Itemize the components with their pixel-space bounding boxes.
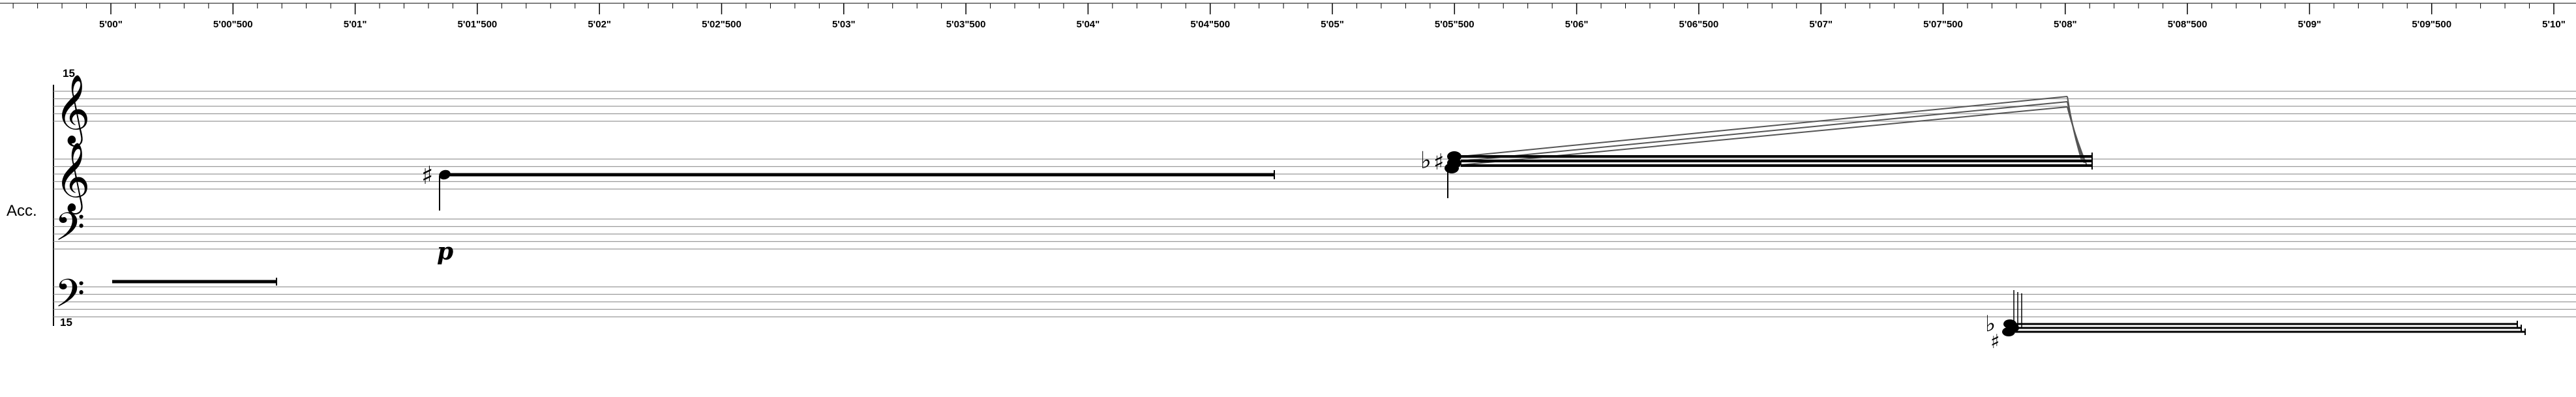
ruler-tick-label: 5'03" bbox=[832, 19, 856, 30]
ruler-tick-label: 5'05" bbox=[1321, 19, 1344, 30]
timeline-ruler: 5'00" 5'00"500 5'01" 5'01"500 5'02" 5'02"500 5… bbox=[0, 3, 2576, 30]
ruler-tick-label: 5'01"500 bbox=[458, 19, 498, 30]
ruler-tick-label: 5'01" bbox=[344, 19, 367, 30]
dynamic-p: p bbox=[437, 238, 453, 265]
ruler-tick-label: 5'06"500 bbox=[1679, 19, 1719, 30]
ruler-tick-label: 5'02" bbox=[588, 19, 611, 30]
ruler-tick-label: 5'06" bbox=[1565, 19, 1589, 30]
staff-1 bbox=[53, 91, 2576, 122]
sustain-line-0 bbox=[112, 278, 277, 286]
ruler-tick-label: 5'05"500 bbox=[1435, 19, 1475, 30]
glissando-lines bbox=[1460, 96, 2088, 166]
note-event-2: ♭ ♯ bbox=[1420, 96, 2093, 198]
ruler-tick-label: 5'00" bbox=[99, 19, 123, 30]
ruler-tick-labels: 5'00" 5'00"500 5'01" 5'01"500 5'02" 5'02"500 5… bbox=[99, 19, 2566, 30]
notehead bbox=[2002, 327, 2015, 336]
note-event-1: ♯ bbox=[421, 161, 1275, 211]
ruler-tick-label: 5'07"500 bbox=[1923, 19, 1963, 30]
sharp-icon: ♯ bbox=[1990, 331, 2000, 353]
notehead bbox=[439, 169, 451, 180]
ruler-tick-label: 5'04" bbox=[1077, 19, 1100, 30]
staff-3 bbox=[53, 218, 2576, 250]
ruler-tick-label: 5'10" bbox=[2542, 19, 2566, 30]
ruler-tick-label: 5'07" bbox=[1809, 19, 1833, 30]
bass-clef-2-icon: 𝄢 bbox=[55, 271, 85, 325]
ottava-bottom-label: 15 bbox=[60, 316, 72, 329]
instrument-label: Acc. bbox=[7, 202, 37, 220]
ruler-tick-label: 5'09" bbox=[2298, 19, 2322, 30]
note-event-3: ♭ ♯ bbox=[1985, 290, 2526, 353]
staff-2 bbox=[53, 158, 2576, 190]
sustain-lines bbox=[1461, 155, 2092, 167]
ruler-tick-label: 5'04"500 bbox=[1190, 19, 1230, 30]
flat-icon: ♭ bbox=[1985, 311, 1996, 337]
note-stems bbox=[2013, 290, 2022, 329]
ruler-major-ticks bbox=[110, 3, 2554, 14]
ruler-minor-ticks bbox=[12, 3, 2554, 8]
sustain-ends bbox=[2517, 321, 2526, 335]
bass-clef-1-icon: 𝄢 bbox=[55, 204, 85, 259]
treble-clef-1-icon: 𝄞 bbox=[55, 74, 90, 147]
treble-clef-2-icon: 𝄞 bbox=[55, 141, 90, 214]
sustain-lines bbox=[2015, 323, 2525, 333]
flat-icon: ♭ bbox=[1420, 147, 1431, 174]
sharp-icon: ♯ bbox=[421, 161, 433, 190]
ruler-tick-label: 5'00"500 bbox=[213, 19, 253, 30]
ruler-tick-label: 5'08"500 bbox=[2168, 19, 2208, 30]
notehead bbox=[1445, 163, 1459, 173]
ruler-tick-label: 5'02"500 bbox=[702, 19, 741, 30]
staff-4 bbox=[53, 286, 2576, 317]
ruler-tick-label: 5'08" bbox=[2054, 19, 2077, 30]
ruler-tick-label: 5'03"500 bbox=[946, 19, 986, 30]
sharp-icon: ♯ bbox=[1433, 149, 1444, 175]
ottava-top-label: 15 bbox=[63, 67, 75, 80]
ruler-tick-label: 5'09"500 bbox=[2412, 19, 2451, 30]
staves bbox=[53, 91, 2576, 317]
